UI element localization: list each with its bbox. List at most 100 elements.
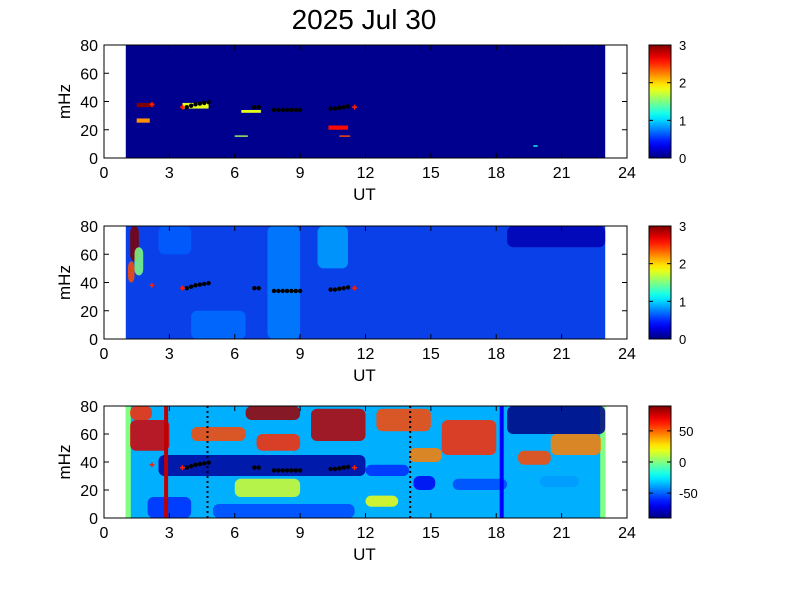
heatmap-patch — [533, 145, 538, 147]
colorbar-tick-label: -50 — [679, 486, 698, 501]
y-tick-label: 0 — [89, 511, 98, 528]
x-tick-label: 6 — [230, 525, 239, 542]
marker-black — [337, 466, 342, 471]
y-tick-label: 80 — [80, 38, 98, 55]
colorbar-tick-label: 1 — [679, 113, 686, 128]
x-tick-label: 18 — [487, 525, 505, 542]
heatmap-patch — [413, 476, 436, 490]
y-tick-label: 0 — [89, 151, 98, 168]
marker-black — [276, 468, 281, 473]
marker-black — [280, 468, 285, 473]
heatmap-patch — [376, 408, 431, 432]
marker-black — [297, 468, 303, 473]
marker-black — [328, 466, 333, 472]
heatmap-patch — [328, 125, 349, 130]
marker-black — [271, 288, 277, 294]
colorbar-tick-label: 3 — [679, 38, 686, 53]
heatmap-patch — [158, 455, 366, 476]
marker-black — [345, 104, 351, 109]
figure-title: 2025 Jul 30 — [292, 4, 437, 35]
heatmap-patch — [441, 420, 497, 455]
x-tick-label: 24 — [618, 525, 636, 542]
marker-black — [337, 286, 342, 292]
x-tick-label: 0 — [100, 165, 109, 182]
y-tick-label: 60 — [80, 427, 98, 444]
y-tick-label: 40 — [80, 276, 98, 293]
heatmap-patch — [339, 135, 351, 137]
marker-black — [197, 461, 203, 467]
marker-black — [345, 285, 351, 290]
x-tick-label: 12 — [357, 525, 375, 542]
y-axis-label: mHz — [55, 265, 74, 300]
marker-red — [179, 465, 185, 471]
heatmap-patch — [365, 495, 399, 507]
marker-black — [297, 107, 303, 113]
x-tick-label: 18 — [487, 165, 505, 182]
marker-black — [293, 468, 298, 473]
colorbar-tick-label: 0 — [679, 332, 686, 347]
x-tick-label: 21 — [553, 346, 571, 363]
marker-black — [293, 107, 298, 113]
marker-black — [341, 104, 346, 110]
y-tick-label: 80 — [80, 399, 98, 416]
marker-black — [289, 468, 294, 473]
heatmap-patch — [134, 247, 144, 276]
marker-red — [179, 285, 185, 291]
marker-black — [193, 462, 198, 467]
x-tick-label: 21 — [553, 525, 571, 542]
colorbar — [648, 225, 672, 340]
marker-black — [276, 288, 281, 294]
y-tick-label: 60 — [80, 247, 98, 264]
marker-red — [149, 282, 155, 288]
x-axis-label: UT — [353, 366, 376, 385]
heatmap-patch — [267, 226, 301, 339]
marker-black — [276, 107, 281, 113]
marker-black — [252, 104, 257, 110]
y-tick-label: 60 — [80, 66, 98, 83]
marker-black — [297, 288, 303, 294]
marker-black — [184, 104, 190, 110]
marker-black — [280, 288, 285, 294]
marker-black — [202, 281, 207, 287]
heatmap-patch — [452, 478, 508, 490]
marker-red — [352, 104, 358, 110]
marker-black — [202, 100, 207, 106]
heatmap-layer — [125, 406, 606, 518]
y-tick-label: 80 — [80, 219, 98, 236]
marker-black — [271, 107, 277, 113]
colorbar-tick-label: 1 — [679, 294, 686, 309]
marker-black — [252, 285, 257, 291]
x-tick-label: 15 — [422, 165, 440, 182]
marker-black — [184, 285, 190, 291]
marker-black — [345, 464, 351, 470]
marker-black — [206, 281, 211, 286]
heatmap-patch — [130, 406, 152, 420]
x-axis-label: UT — [353, 185, 376, 204]
heatmap-patch — [241, 109, 261, 113]
y-axis-label: mHz — [55, 445, 74, 480]
marker-black — [206, 460, 211, 465]
marker-black — [280, 107, 285, 113]
heatmap-patch — [136, 102, 155, 108]
marker-red — [179, 104, 185, 110]
x-tick-label: 9 — [296, 165, 305, 182]
heatmap-patch — [507, 226, 606, 248]
edge-strip-right — [600, 406, 606, 518]
x-tick-label: 0 — [100, 525, 109, 542]
heatmap-patch — [317, 226, 349, 269]
y-axis-label: mHz — [55, 84, 74, 119]
marker-black — [256, 104, 261, 110]
x-tick-label: 9 — [296, 346, 305, 363]
heatmap-patch — [212, 504, 355, 518]
heatmap-patch — [191, 310, 246, 339]
marker-black — [341, 285, 346, 291]
marker-black — [188, 464, 194, 469]
x-tick-label: 15 — [422, 346, 440, 363]
heatmap-patch — [136, 118, 150, 123]
x-tick-label: 12 — [357, 346, 375, 363]
marker-black — [252, 465, 257, 470]
marker-black — [256, 285, 261, 291]
marker-black — [332, 106, 338, 111]
heatmap-patch — [507, 406, 606, 434]
